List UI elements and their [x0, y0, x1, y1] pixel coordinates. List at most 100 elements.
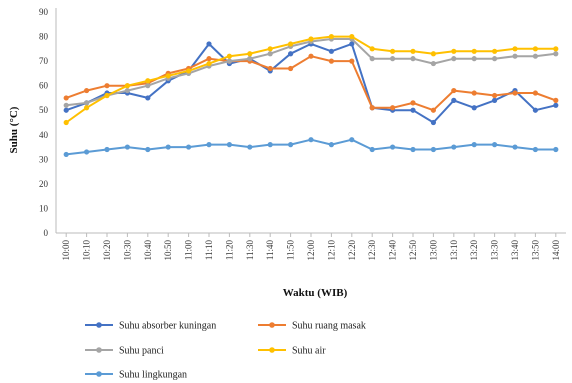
x-tick-label: 10:40 [143, 240, 153, 261]
data-point [349, 41, 355, 47]
data-point [328, 48, 334, 54]
data-point [532, 146, 539, 153]
data-point [288, 142, 294, 148]
data-point [532, 107, 539, 113]
x-tick-label: 12:30 [367, 240, 377, 261]
data-point [84, 105, 90, 111]
x-tick-label: 11:50 [286, 240, 296, 261]
data-point [390, 56, 396, 62]
data-point [430, 107, 436, 113]
y-tick-label: 30 [39, 154, 49, 164]
legend-marker [96, 347, 102, 353]
data-point [124, 144, 130, 150]
data-point [451, 56, 457, 62]
data-point [328, 142, 334, 148]
data-point [104, 83, 110, 89]
data-point [512, 144, 518, 150]
x-tick-label: 12:50 [408, 240, 418, 261]
data-point [471, 56, 477, 62]
data-point [369, 46, 375, 52]
data-point [532, 53, 539, 59]
legend-marker [269, 322, 275, 328]
legend-label: Suhu absorber kuningan [119, 321, 216, 332]
y-axis-ticks: 0 10 20 30 40 50 60 70 80 90 [39, 7, 49, 238]
data-point [145, 83, 151, 89]
data-point [492, 142, 498, 148]
data-point [267, 51, 273, 57]
legend-marker [269, 347, 275, 353]
x-tick-label: 11:10 [204, 240, 214, 261]
data-point [532, 46, 539, 52]
series-3 [63, 36, 559, 108]
y-tick-label: 10 [39, 203, 49, 213]
data-point [308, 53, 314, 59]
data-point [206, 142, 212, 148]
x-tick-label: 12:10 [326, 240, 336, 261]
data-point [512, 53, 518, 59]
data-point [288, 51, 294, 57]
data-point [349, 33, 355, 40]
data-point [451, 144, 457, 150]
x-tick-label: 10:50 [163, 240, 173, 261]
data-point [104, 92, 110, 99]
data-point [532, 90, 539, 96]
data-point [124, 83, 130, 89]
data-point [451, 87, 457, 94]
data-point [492, 92, 498, 99]
legend-item: Suhu air [258, 346, 326, 357]
data-point [430, 146, 436, 153]
data-point [553, 46, 559, 52]
data-point [512, 46, 518, 52]
data-point [512, 90, 518, 96]
x-tick-label: 12:40 [388, 240, 398, 261]
data-point [84, 149, 90, 155]
data-point [451, 97, 457, 103]
data-point [267, 65, 273, 72]
data-point [63, 151, 69, 158]
data-point [553, 102, 559, 108]
y-axis-title: Suhu (°C) [8, 106, 20, 153]
data-point [369, 56, 375, 62]
data-point [390, 144, 396, 150]
x-tick-label: 11:20 [224, 240, 234, 261]
data-point [430, 51, 436, 57]
data-point [471, 48, 477, 54]
x-tick-label: 12:00 [306, 240, 316, 261]
data-point [369, 146, 375, 153]
data-point [430, 119, 436, 126]
data-point [226, 53, 232, 59]
x-tick-label: 11:30 [245, 240, 255, 261]
y-tick-label: 0 [44, 228, 49, 238]
data-point [247, 51, 253, 57]
data-point [410, 56, 416, 62]
data-point [145, 78, 151, 84]
data-point [226, 58, 232, 64]
data-point [288, 41, 294, 47]
legend-item: Suhu panci [85, 346, 164, 357]
data-point [410, 146, 416, 153]
y-tick-label: 80 [39, 32, 49, 42]
data-point [84, 100, 90, 106]
legend: Suhu absorber kuningan Suhu ruang masak Su… [85, 321, 366, 381]
x-tick-label: 11:00 [184, 240, 194, 261]
x-axis-title: Waktu (WIB) [283, 287, 348, 299]
y-tick-label: 40 [39, 130, 49, 140]
data-point [328, 33, 334, 40]
data-point [206, 60, 212, 67]
data-point [84, 87, 90, 94]
data-point [492, 48, 498, 54]
x-tick-label: 11:40 [265, 240, 275, 261]
legend-item: Suhu lingkungan [85, 370, 187, 381]
data-point [328, 58, 334, 64]
x-tick-label: 10:30 [122, 240, 132, 261]
data-point [267, 142, 273, 148]
data-point [308, 137, 314, 143]
y-tick-label: 90 [39, 7, 49, 17]
data-point [430, 60, 436, 67]
data-point [267, 46, 273, 52]
y-tick-label: 70 [39, 56, 49, 66]
legend-label: Suhu ruang masak [292, 321, 366, 332]
x-tick-label: 13:40 [510, 240, 520, 261]
data-point [451, 48, 457, 54]
